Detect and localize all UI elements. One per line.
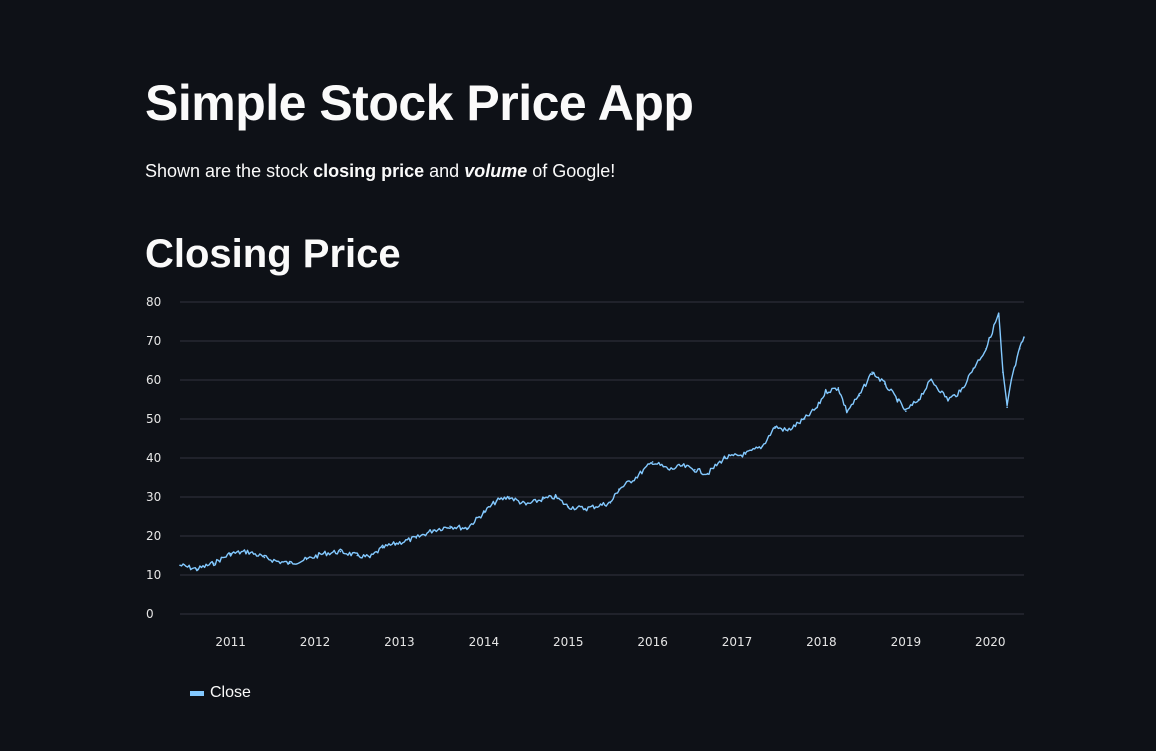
data-point-close [947, 398, 949, 401]
data-point-close [394, 543, 397, 545]
x-tick-label: 2013 [384, 635, 415, 649]
data-point-close [837, 387, 840, 389]
data-point-close [466, 527, 468, 529]
data-point-close [495, 500, 498, 502]
y-tick-label: 0 [146, 607, 154, 621]
intro-bolditalic-volume: volume [464, 161, 528, 181]
x-tick-label: 2019 [891, 635, 922, 649]
data-point-close [651, 461, 654, 463]
data-point-close [179, 564, 181, 567]
data-point-close [196, 568, 198, 570]
data-point-close [542, 498, 544, 500]
section-title-closing-price: Closing Price [145, 232, 401, 276]
data-point-close [1002, 371, 1004, 374]
x-tick-label: 2017 [722, 635, 753, 649]
y-tick-label: 20 [146, 529, 161, 543]
legend-swatch-icon [190, 690, 204, 696]
y-tick-label: 70 [146, 334, 161, 348]
data-point-close [339, 550, 342, 553]
data-point-close [917, 398, 920, 401]
data-point-close [761, 445, 764, 448]
data-point-close [246, 550, 249, 553]
data-point-close [288, 562, 291, 565]
y-tick-label: 80 [146, 295, 161, 309]
y-tick-label: 60 [146, 373, 161, 387]
y-tick-label: 10 [146, 568, 161, 582]
intro-middle: and [424, 161, 465, 181]
data-point-close [786, 429, 789, 432]
data-point-close [896, 398, 899, 401]
x-axis-ticks: 2011 2012 2013 2014 2015 2016 2017 2018 2019 2020 [215, 635, 1005, 649]
data-point-close [824, 390, 827, 393]
data-point-close [930, 379, 932, 381]
data-point-close [997, 312, 1000, 315]
chart-series [179, 312, 1025, 572]
data-point-close [694, 468, 696, 471]
intro-text: Shown are the stock closing price and vo… [145, 158, 615, 184]
x-tick-label: 2012 [300, 635, 331, 649]
intro-suffix: of Google! [527, 161, 616, 181]
series-line-close [179, 312, 1025, 572]
data-point-close [668, 468, 671, 471]
x-tick-label: 2016 [637, 635, 668, 649]
y-tick-label: 50 [146, 412, 161, 426]
data-point-close [449, 525, 451, 528]
x-tick-label: 2014 [469, 635, 500, 649]
intro-prefix: Shown are the stock [145, 161, 314, 181]
chart-grid [180, 301, 1024, 615]
page-title: Simple Stock Price App [145, 75, 694, 131]
data-point-close [609, 502, 612, 504]
data-point-close [525, 504, 527, 506]
data-point-close [723, 457, 726, 459]
data-point-close [584, 507, 586, 510]
data-point-close [276, 560, 278, 563]
data-point-close [356, 554, 359, 557]
data-point-close [905, 410, 907, 413]
data-point-close [415, 537, 418, 539]
data-point-close [369, 556, 371, 559]
x-tick-label: 2018 [806, 635, 837, 649]
y-tick-label: 40 [146, 451, 161, 465]
data-point-close [972, 367, 975, 370]
data-point-close [681, 465, 683, 467]
data-point-close [554, 496, 557, 498]
data-point-close [483, 511, 485, 514]
data-point-close [618, 488, 620, 491]
x-tick-label: 2011 [215, 635, 246, 649]
intro-bold-closing-price: closing price [313, 161, 425, 181]
data-point-close [985, 348, 987, 350]
data-point-close [959, 390, 962, 393]
data-point-close [871, 371, 873, 374]
legend-label-close: Close [210, 684, 251, 701]
data-point-close [263, 556, 266, 559]
y-axis-ticks: 0 10 20 30 40 50 60 70 80 [146, 295, 161, 621]
data-point-close [883, 383, 886, 385]
data-point-close [634, 476, 637, 479]
data-point-close [381, 546, 384, 549]
data-point-close [1023, 336, 1025, 338]
data-point-close [706, 472, 709, 475]
data-point-close [305, 558, 308, 561]
data-point-close [322, 552, 325, 555]
data-point-close [229, 552, 232, 555]
data-point-close [432, 529, 435, 531]
data-point-close [845, 410, 848, 413]
data-point-close [774, 426, 776, 428]
data-point-close [508, 496, 510, 498]
data-point-close [1006, 406, 1008, 409]
data-point-close [858, 394, 861, 397]
x-tick-label: 2015 [553, 635, 584, 649]
data-point-close [567, 505, 570, 508]
data-point-close [744, 453, 747, 455]
x-tick-label: 2020 [975, 635, 1006, 649]
data-point-close [1010, 379, 1013, 381]
data-point-close [1018, 348, 1021, 350]
data-point-close [803, 418, 806, 420]
data-point-close [601, 504, 603, 506]
y-tick-label: 30 [146, 490, 161, 504]
chart-legend[interactable]: Close [190, 684, 251, 702]
data-point-close [816, 406, 819, 409]
data-point-close [212, 562, 215, 565]
